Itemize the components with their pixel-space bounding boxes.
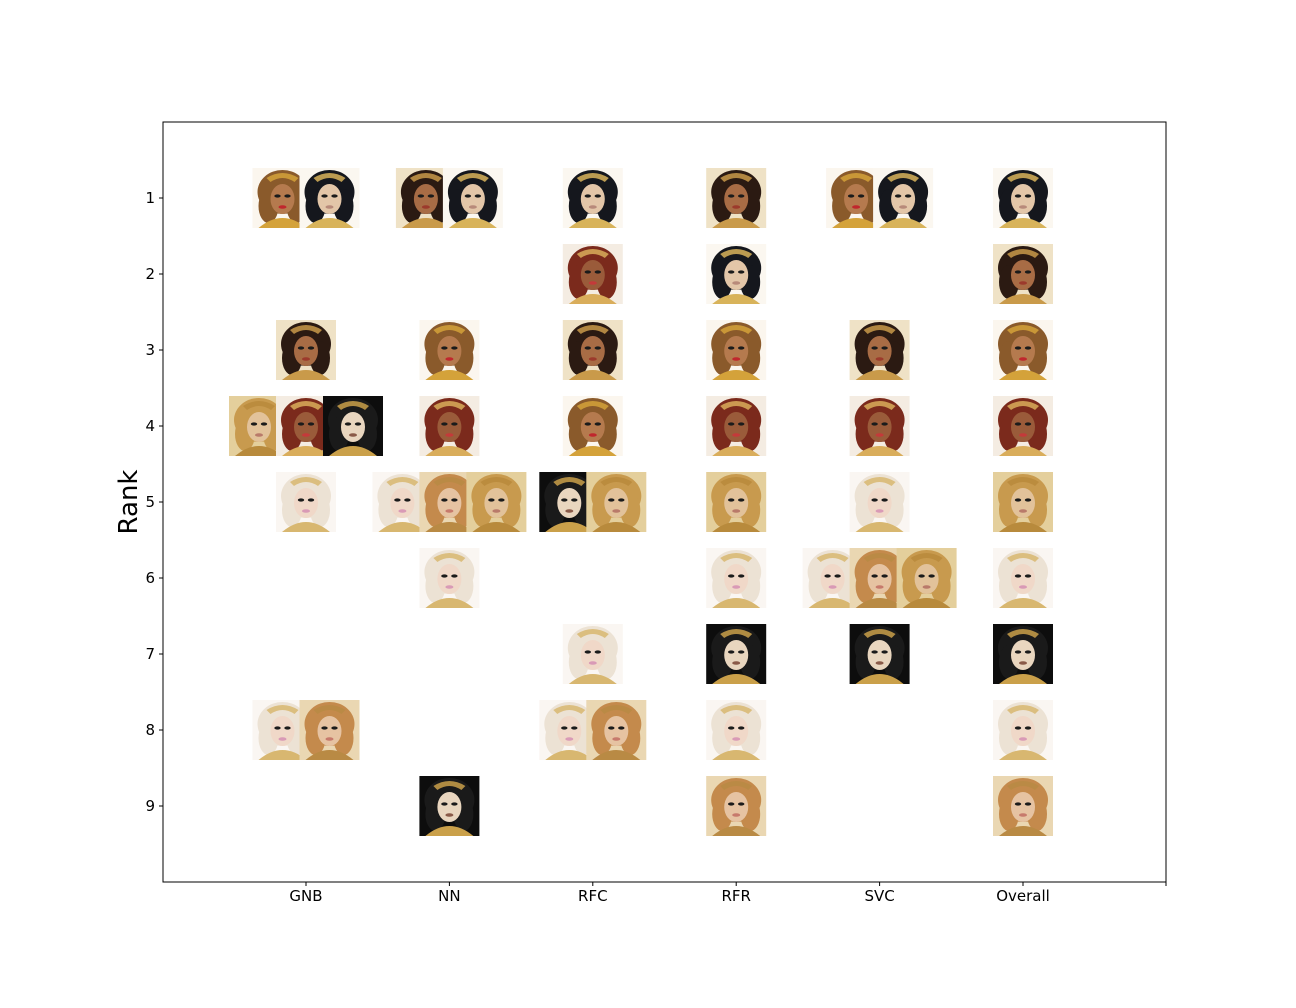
contestant-portrait (419, 320, 480, 380)
y-tick-label: 5 (145, 493, 155, 511)
x-tick-label: Overall (996, 887, 1050, 905)
contestant-portrait (706, 624, 767, 684)
contestant-portrait (706, 168, 767, 228)
x-tick-label: NN (438, 887, 460, 905)
contestant-portrait (276, 472, 336, 532)
contestant-portrait (993, 472, 1053, 532)
contestant-portrait (993, 776, 1053, 836)
y-tick-label: 8 (145, 721, 155, 739)
contestant-portrait (562, 396, 623, 456)
y-tick-label: 6 (145, 569, 155, 587)
contestant-portrait (466, 472, 527, 532)
contestant-portrait (586, 700, 647, 760)
y-tick-label: 1 (145, 189, 155, 207)
contestant-portrait (706, 244, 767, 304)
y-tick-label: 2 (145, 265, 155, 283)
contestant-portrait (873, 168, 934, 228)
x-tick-label: SVC (864, 887, 894, 905)
chart-markers (229, 168, 1053, 836)
contestant-portrait (849, 472, 910, 532)
contestant-portrait (419, 776, 480, 836)
contestant-portrait (896, 548, 957, 608)
y-tick-label: 7 (145, 645, 155, 663)
chart-axes: GNB NN RFC RFR SVC Overall 1 2 3 4 5 6 7 8 9 Rank (114, 121, 1167, 905)
y-tick-label: 3 (145, 341, 155, 359)
contestant-portrait (586, 472, 647, 532)
y-tick-label: 9 (145, 797, 155, 815)
contestant-portrait (562, 168, 623, 228)
contestant-portrait (706, 396, 767, 456)
contestant-portrait (419, 548, 480, 608)
contestant-portrait (299, 168, 360, 228)
contestant-portrait (993, 244, 1053, 304)
y-tick-label: 4 (145, 417, 155, 435)
contestant-portrait (419, 396, 480, 456)
contestant-portrait (849, 320, 910, 380)
contestant-portrait (993, 168, 1053, 228)
contestant-portrait (706, 548, 767, 608)
contestant-portrait (993, 700, 1053, 760)
contestant-portrait (562, 244, 623, 304)
x-tick-label: RFC (578, 887, 608, 905)
contestant-portrait (706, 472, 767, 532)
contestant-portrait (706, 700, 767, 760)
x-tick-label: RFR (721, 887, 750, 905)
contestant-portrait (299, 700, 360, 760)
contestant-portrait (706, 320, 767, 380)
y-axis-title: Rank (114, 470, 144, 535)
contestant-portrait (442, 168, 503, 228)
contestant-portrait (706, 776, 767, 836)
contestant-portrait (993, 320, 1053, 380)
contestant-portrait (562, 320, 623, 380)
contestant-portrait (562, 624, 623, 684)
contestant-portrait (849, 624, 910, 684)
contestant-portrait (993, 624, 1053, 684)
contestant-portrait (323, 396, 383, 456)
x-tick-label: GNB (289, 887, 322, 905)
contestant-portrait (276, 320, 336, 380)
contestant-portrait (993, 396, 1053, 456)
contestant-portrait (993, 548, 1053, 608)
contestant-portrait (849, 396, 910, 456)
